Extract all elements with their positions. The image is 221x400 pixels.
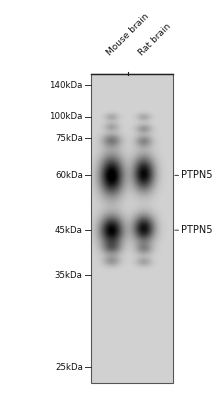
Text: PTPN5: PTPN5: [175, 225, 213, 235]
Text: 75kDa: 75kDa: [55, 134, 83, 143]
Text: Rat brain: Rat brain: [137, 22, 173, 58]
Text: PTPN5: PTPN5: [175, 170, 213, 180]
Text: 60kDa: 60kDa: [55, 171, 83, 180]
Text: 45kDa: 45kDa: [55, 226, 83, 235]
Bar: [91, 74, 173, 383]
Text: 25kDa: 25kDa: [55, 363, 83, 372]
Text: Mouse brain: Mouse brain: [105, 12, 151, 58]
Text: 35kDa: 35kDa: [55, 271, 83, 280]
Text: 100kDa: 100kDa: [49, 112, 83, 121]
Text: 140kDa: 140kDa: [49, 81, 83, 90]
